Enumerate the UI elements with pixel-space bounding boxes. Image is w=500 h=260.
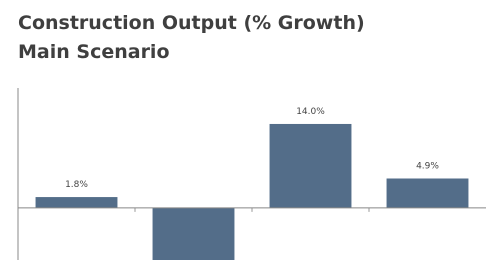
plot-area [35, 123, 469, 260]
bar [152, 207, 235, 260]
bar [35, 197, 118, 208]
chart-title: Construction Output (% Growth) [18, 12, 365, 34]
bar [386, 178, 469, 208]
value-label: 14.0% [296, 107, 325, 117]
bar [269, 123, 352, 208]
chart-subtitle: Main Scenario [18, 41, 170, 63]
value-label: 4.9% [416, 161, 439, 171]
value-label: 1.8% [65, 180, 88, 190]
